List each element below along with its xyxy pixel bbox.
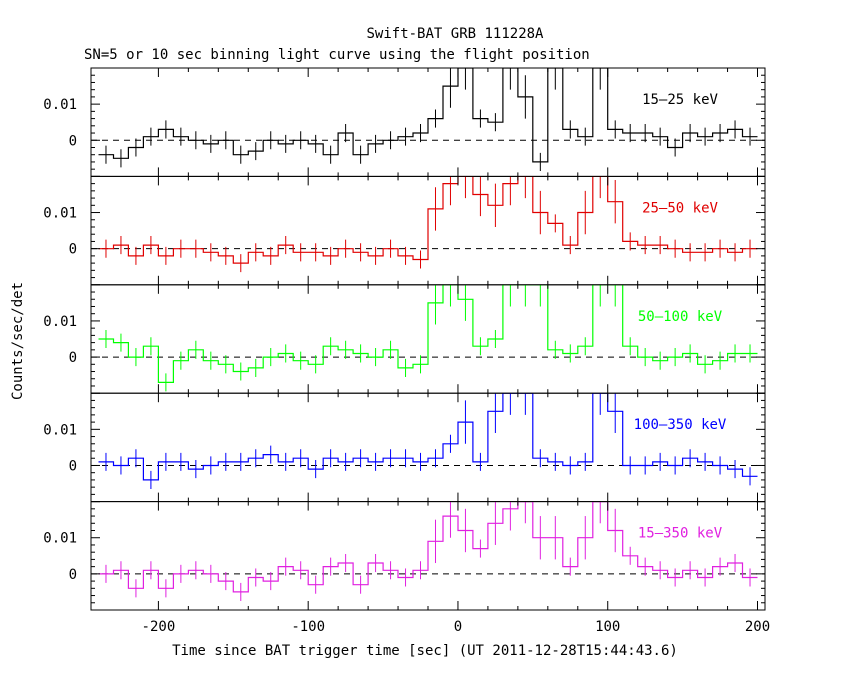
panel-data bbox=[91, 68, 765, 171]
panel-1: 0 0.01 25–50 keV bbox=[43, 175, 766, 286]
x-tick-label: -200 bbox=[142, 619, 176, 635]
y-tick-label: 0 bbox=[69, 242, 77, 258]
y-tick-label: 0.01 bbox=[43, 314, 77, 330]
panel-energy-label: 25–50 keV bbox=[642, 200, 718, 216]
panel-4: 0 0.01 15–350 keV bbox=[43, 501, 766, 611]
light-curve-step bbox=[98, 393, 758, 481]
panel-energy-label: 100–350 keV bbox=[634, 417, 727, 433]
y-tick-label: 0 bbox=[69, 133, 77, 149]
panel-energy-label: 15–25 keV bbox=[642, 92, 718, 108]
light-curve-step bbox=[98, 176, 758, 264]
panel-data bbox=[91, 284, 765, 392]
panels-group: 0 0.01 15–25 keV 0 0.01 25–50 keV 0 0.01 50–100 … bbox=[43, 67, 770, 635]
panel-energy-label: 15–350 keV bbox=[638, 526, 723, 542]
y-axis-label: Counts/sec/det bbox=[10, 282, 26, 400]
y-tick-label: 0 bbox=[69, 350, 77, 366]
y-tick-label: 0 bbox=[69, 567, 77, 583]
y-tick-label: 0.01 bbox=[43, 97, 77, 113]
panel-0: 0 0.01 15–25 keV bbox=[43, 67, 766, 177]
x-tick-label: 0 bbox=[454, 619, 462, 635]
y-tick-label: 0.01 bbox=[43, 422, 77, 438]
light-curve-step bbox=[98, 68, 758, 163]
panel-3: 0 0.01 100–350 keV bbox=[43, 392, 766, 503]
y-tick-label: 0.01 bbox=[43, 531, 77, 547]
light-curve-step bbox=[98, 284, 758, 383]
chart-title: Swift-BAT GRB 111228A bbox=[366, 26, 544, 42]
panel-data bbox=[91, 176, 765, 273]
x-tick-label: 100 bbox=[595, 619, 620, 635]
x-tick-label: 200 bbox=[745, 619, 770, 635]
x-axis-label: Time since BAT trigger time [sec] (UT 20… bbox=[172, 643, 678, 659]
panel-data bbox=[91, 501, 765, 601]
light-curve-step bbox=[98, 501, 758, 593]
panel-frame bbox=[90, 392, 766, 503]
y-tick-label: 0.01 bbox=[43, 206, 77, 222]
x-tick-label: -100 bbox=[291, 619, 325, 635]
y-tick-label: 0 bbox=[69, 458, 77, 474]
chart-subtitle: SN=5 or 10 sec binning light curve using… bbox=[84, 47, 590, 63]
panel-energy-label: 50–100 keV bbox=[638, 309, 723, 325]
panel-data bbox=[91, 393, 765, 489]
panel-2: 0 0.01 50–100 keV bbox=[43, 284, 766, 394]
